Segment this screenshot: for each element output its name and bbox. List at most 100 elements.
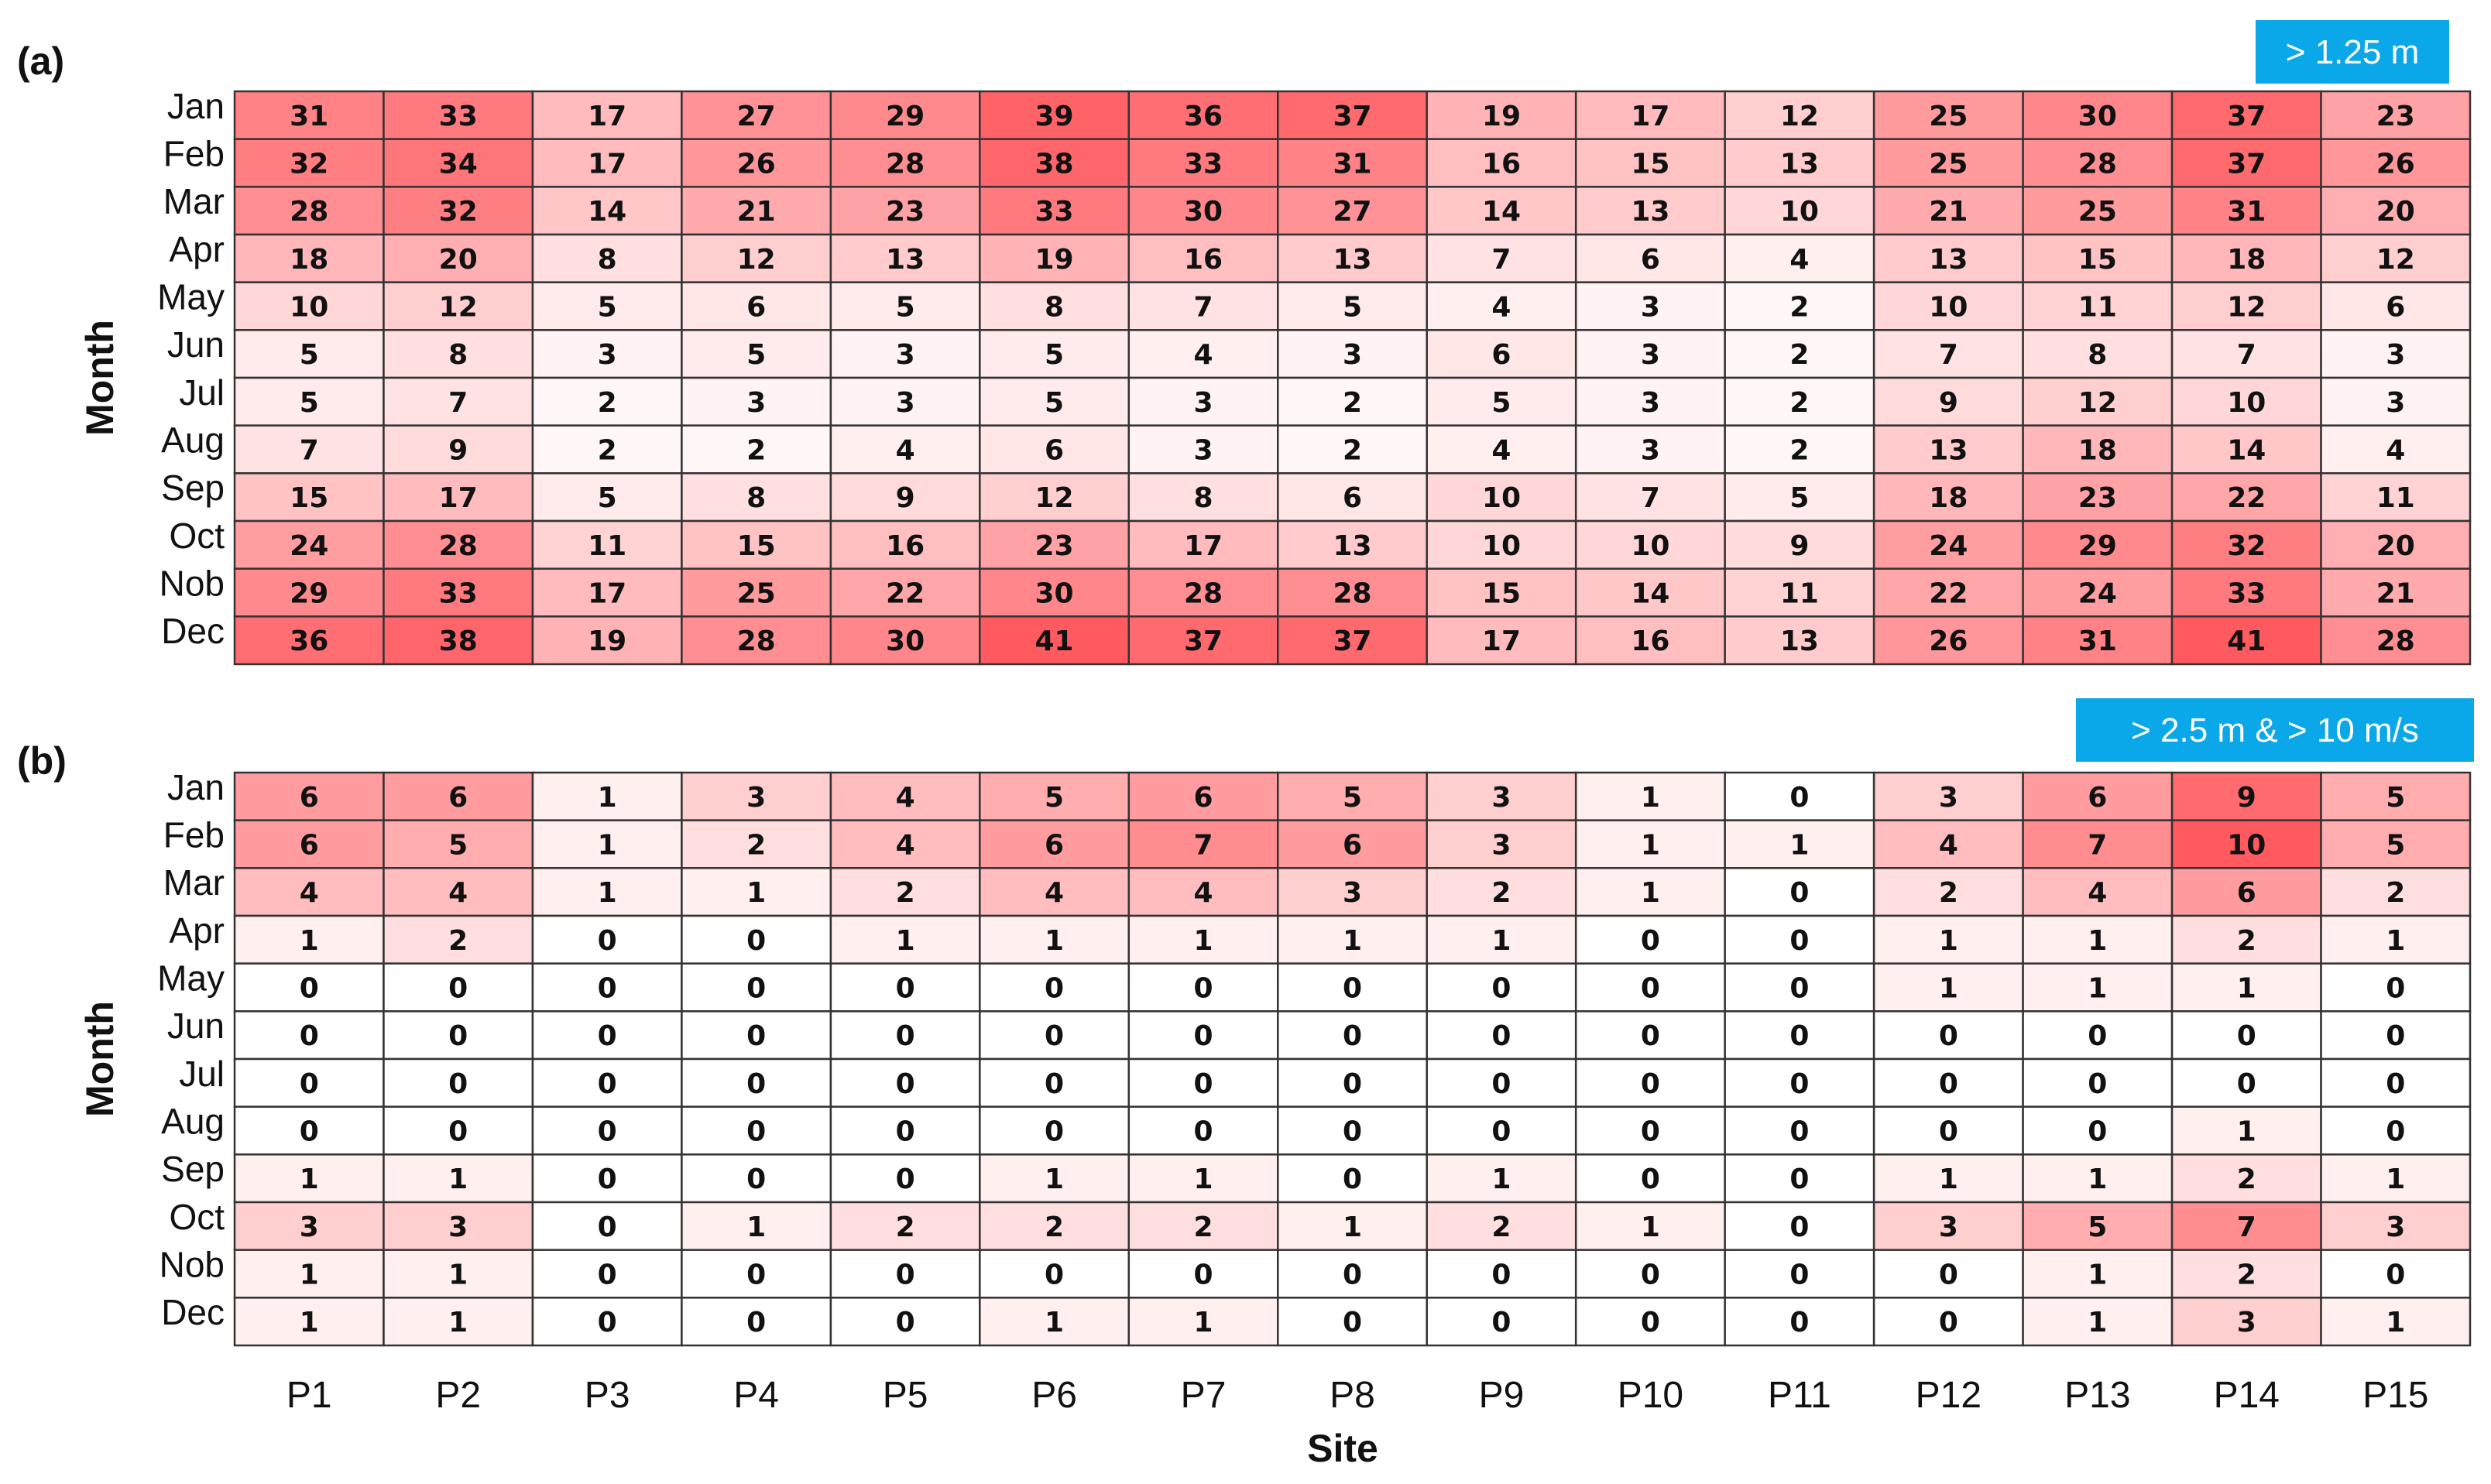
cell-value-label: 2 <box>896 877 915 909</box>
cell-value-label: 4 <box>1045 877 1064 909</box>
heatmap-cell <box>1127 819 1279 869</box>
site-label: P14 <box>2214 1375 2280 1416</box>
heatmap-cell <box>681 424 832 475</box>
heatmap-cell <box>2320 1010 2472 1061</box>
cell-value-label: 23 <box>1035 530 1074 562</box>
cell-value-label: 0 <box>1343 1307 1362 1338</box>
cell-value-label: 1 <box>1194 1164 1213 1195</box>
heatmap-cell <box>2170 138 2322 188</box>
heatmap-cell <box>1724 329 1875 379</box>
heatmap-cell <box>1277 1201 1428 1251</box>
cell-value-label: 0 <box>1194 1020 1213 1052</box>
heatmap-cell <box>1426 819 1577 869</box>
heatmap-cell <box>531 376 683 427</box>
heatmap-cell <box>383 1057 534 1108</box>
cell-value-label: 11 <box>2376 482 2415 514</box>
cell-value-label: 17 <box>439 482 478 514</box>
heatmap-cell <box>681 962 832 1013</box>
cell-value-label: 0 <box>2237 1020 2256 1052</box>
cell-value-label: 0 <box>1789 1020 1809 1052</box>
heatmap-cell <box>1277 1057 1428 1108</box>
cell-value-label: 0 <box>746 1020 766 1052</box>
month-label: Mar <box>163 181 225 221</box>
cell-value-label: 39 <box>1035 101 1074 132</box>
cell-value-label: 6 <box>1045 830 1064 862</box>
cell-value-label: 37 <box>1333 101 1371 132</box>
heatmap-cell <box>2170 1057 2322 1108</box>
cell-value-label: 3 <box>2237 1307 2256 1338</box>
cell-value-label: 10 <box>1482 482 1521 514</box>
month-label: Feb <box>163 815 225 855</box>
heatmap-cell <box>383 1153 534 1204</box>
cell-value-label: 1 <box>2088 1164 2107 1195</box>
cell-value-label: 0 <box>896 1260 915 1291</box>
month-label: Mar <box>163 862 225 903</box>
cell-value-label: 0 <box>598 1212 617 1243</box>
cell-value-label: 0 <box>896 1020 915 1052</box>
cell-value-label: 26 <box>2376 149 2415 180</box>
heatmap-cell <box>1724 1201 1875 1251</box>
heatmap-cell <box>383 90 534 140</box>
cell-value-label: 38 <box>439 625 478 657</box>
cell-value-label: 32 <box>290 149 328 180</box>
cell-value-label: 0 <box>1789 973 1809 1005</box>
cell-value-label: 5 <box>1045 387 1064 419</box>
cell-value-label: 0 <box>746 1260 766 1291</box>
cell-value-label: 1 <box>1045 1307 1064 1338</box>
cell-value-label: 1 <box>746 877 766 909</box>
heatmap-cell <box>1872 962 2024 1013</box>
cell-value-label: 3 <box>300 1212 319 1243</box>
month-label: Feb <box>163 134 225 174</box>
month-label: May <box>157 958 225 999</box>
cell-value-label: 0 <box>2386 1116 2405 1148</box>
cell-value-label: 28 <box>2376 625 2415 657</box>
heatmap-cell <box>979 1297 1131 1347</box>
heatmap-cell <box>2320 186 2472 236</box>
cell-value-label: 29 <box>886 101 925 132</box>
cell-value-label: 13 <box>1780 625 1819 657</box>
heatmap-cell <box>1574 1010 1726 1061</box>
cell-value-label: 0 <box>448 1116 468 1148</box>
cell-value-label: 3 <box>1194 435 1213 467</box>
cell-value-label: 25 <box>2078 196 2117 228</box>
heatmap-cell <box>1574 567 1726 618</box>
cell-value-label: 26 <box>737 149 776 180</box>
cell-value-label: 0 <box>1789 782 1809 814</box>
cell-value-label: 7 <box>1939 339 1958 371</box>
cell-value-label: 0 <box>896 973 915 1005</box>
cell-value-label: 5 <box>1343 292 1362 324</box>
cell-value-label: 2 <box>598 435 617 467</box>
cell-value-label: 30 <box>886 625 925 657</box>
heatmap-cell <box>1574 867 1726 917</box>
heatmap-cell <box>979 1010 1131 1061</box>
cell-value-label: 0 <box>746 1116 766 1148</box>
cell-value-label: 21 <box>737 196 776 228</box>
cell-value-label: 3 <box>1194 387 1213 419</box>
cell-value-label: 3 <box>598 339 617 371</box>
heatmap-cell <box>383 615 534 666</box>
heatmap-cell <box>1426 424 1577 475</box>
heatmap-cell <box>829 472 981 523</box>
cell-value-label: 0 <box>1491 1020 1511 1052</box>
month-label: Nob <box>160 1245 225 1285</box>
cell-value-label: 3 <box>1343 877 1362 909</box>
cell-value-label: 3 <box>1491 782 1511 814</box>
heatmap-cell <box>1426 233 1577 283</box>
cell-value-label: 0 <box>1491 1307 1511 1338</box>
heatmap-cell <box>2320 329 2472 379</box>
heatmap-cell <box>1574 1249 1726 1299</box>
cell-value-label: 12 <box>2078 387 2117 419</box>
month-label: Jan <box>167 767 225 807</box>
cell-value-label: 1 <box>598 830 617 862</box>
cell-value-label: 11 <box>588 530 626 562</box>
cell-value-label: 17 <box>588 578 626 610</box>
cell-value-label: 2 <box>1045 1212 1064 1243</box>
cell-value-label: 0 <box>1045 973 1064 1005</box>
heatmap-cell <box>979 1057 1131 1108</box>
cell-value-label: 37 <box>2227 149 2266 180</box>
cell-value-label: 0 <box>1343 1116 1362 1148</box>
site-label: P5 <box>883 1375 928 1416</box>
heatmap-cell <box>2022 472 2174 523</box>
cell-value-label: 0 <box>1194 1116 1213 1148</box>
cell-value-label: 2 <box>2237 1260 2256 1291</box>
